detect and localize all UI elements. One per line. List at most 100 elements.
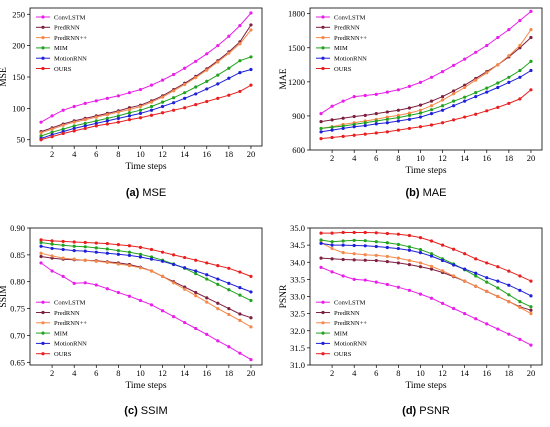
data-point [172,108,176,112]
data-point [352,238,356,242]
legend: ConvLSTM PredRNN PredRNN++ MIM MotionRNN OURS [316,300,367,358]
data-point [216,96,220,100]
x-tick-label: 6 [374,153,378,163]
data-point [407,84,412,88]
data-point [529,68,533,73]
data-point [352,230,356,235]
data-point [452,92,456,96]
data-point [172,96,176,100]
x-tick-label: 20 [247,368,256,378]
data-point [249,23,253,27]
data-point [496,286,500,290]
series-line-predrnnplusplus [40,252,252,328]
data-point [39,261,43,265]
data-point [39,134,43,138]
data-point [127,118,132,122]
data-point [94,115,98,119]
legend-label: MotionRNN [54,341,87,348]
data-point [319,120,323,124]
data-point [396,261,400,265]
data-point [227,281,231,285]
data-point [216,301,220,305]
series-line-mim [320,61,532,129]
data-point [485,109,489,113]
panel-caption: (b) MAE [406,187,447,199]
data-point [116,290,120,295]
data-point [463,99,467,103]
x-tick-label: 2 [330,153,334,163]
data-point [440,108,445,112]
data-point [352,277,356,281]
data-point [50,239,54,243]
data-point [518,97,522,101]
data-point [429,99,434,103]
data-point [61,127,65,131]
legend-label: ConvLSTM [334,14,366,21]
y-tick-label: 200 [12,41,25,51]
data-point [330,104,334,108]
data-point [127,108,132,112]
data-point [138,116,143,120]
data-point [72,244,76,248]
x-tick-label: 4 [72,368,77,378]
data-point [341,116,345,120]
data-point [39,244,43,248]
data-point [407,106,412,110]
data-point [396,116,400,120]
data-point [319,231,323,235]
legend-label: ConvLSTM [54,300,86,307]
data-point [418,265,423,269]
y-axis-label: PSNR [279,284,289,308]
data-point [249,83,253,87]
legend-marker [41,300,45,304]
data-point [105,241,109,246]
legend-marker [321,300,325,304]
data-point [429,75,434,79]
data-point [407,258,412,263]
data-point [507,300,511,304]
data-point [485,71,489,75]
chart-panel-4: 2 4 6 8 10 12 14 16 18 20 31.0 31.5 32.0 32.5 33.0 33.5… [279,223,543,417]
data-point [429,296,434,300]
plot-frame [29,227,263,366]
legend-label: MIM [334,330,348,337]
series-line-mim [320,239,532,308]
legend-label: PredRNN++ [54,35,87,42]
data-point [238,293,242,297]
data-point [463,57,467,61]
y-tick-label: 900 [292,111,305,121]
data-point [127,244,132,248]
data-point [249,290,253,294]
series-line-predrnnplusplus [40,29,252,134]
series-line-convlstm [40,262,252,361]
data-point [238,71,242,75]
data-point [374,231,378,235]
legend-label: OURS [334,351,352,358]
data-point [518,43,522,48]
data-point [374,92,378,96]
data-point [249,316,253,320]
y-tick-label: 600 [292,145,305,155]
data-point [407,245,412,249]
legend-label: PredRNN++ [334,320,367,327]
data-point [363,230,367,235]
data-point [330,270,334,274]
data-point [518,274,522,278]
data-point [330,125,334,129]
series-line-motionrnn [320,242,532,297]
data-point [529,312,533,316]
plot-frame [309,7,543,151]
data-point [83,118,87,122]
data-point [463,252,467,256]
data-point [116,114,120,118]
y-tick-label: 250 [12,9,25,19]
data-point [39,138,43,142]
data-point [205,296,209,300]
data-point [216,306,220,311]
legend-marker [41,46,45,50]
data-point [385,231,389,236]
data-point [194,272,198,276]
data-point [138,245,143,249]
x-tick-label: 18 [225,149,234,159]
data-point [72,281,76,285]
